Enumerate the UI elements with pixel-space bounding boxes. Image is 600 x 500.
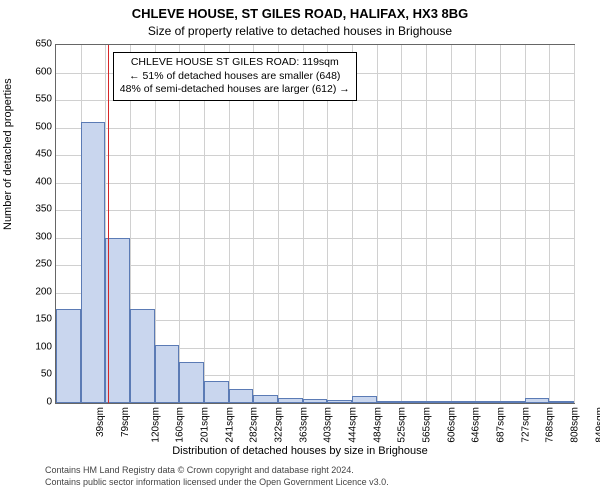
gridline-v: [401, 45, 402, 403]
y-tick: 600: [12, 66, 52, 77]
bar: [525, 398, 550, 404]
bar: [475, 401, 500, 403]
x-axis-label: Distribution of detached houses by size …: [0, 445, 600, 457]
x-tick: 403sqm: [323, 407, 334, 443]
gridline-h: [56, 155, 574, 156]
x-tick: 768sqm: [545, 407, 556, 443]
gridline-h: [56, 293, 574, 294]
gridline-h: [56, 128, 574, 129]
annotation-line2: ← 51% of detached houses are smaller (64…: [120, 70, 350, 84]
x-tick: 849sqm: [594, 407, 600, 443]
bar: [303, 399, 328, 403]
y-tick: 500: [12, 121, 52, 132]
gridline-v: [500, 45, 501, 403]
annotation-line3: 48% of semi-detached houses are larger (…: [120, 83, 350, 97]
y-tick: 50: [12, 369, 52, 380]
footer-line2: Contains public sector information licen…: [45, 477, 389, 489]
gridline-h: [56, 210, 574, 211]
y-tick: 200: [12, 286, 52, 297]
bar: [105, 238, 130, 403]
x-tick: 282sqm: [249, 407, 260, 443]
x-tick: 727sqm: [520, 407, 531, 443]
bar: [155, 345, 180, 403]
gridline-v: [451, 45, 452, 403]
bar: [500, 401, 525, 403]
bar: [327, 400, 352, 403]
gridline-v: [377, 45, 378, 403]
annotation-line1: CHLEVE HOUSE ST GILES ROAD: 119sqm: [120, 56, 350, 70]
bar: [229, 389, 254, 403]
y-tick: 550: [12, 94, 52, 105]
bar: [451, 401, 476, 403]
footer-line1: Contains HM Land Registry data © Crown c…: [45, 465, 389, 477]
bar: [278, 398, 303, 404]
y-tick: 250: [12, 259, 52, 270]
y-tick: 400: [12, 176, 52, 187]
bar: [352, 396, 377, 403]
gridline-v: [426, 45, 427, 403]
y-tick: 450: [12, 149, 52, 160]
y-tick: 150: [12, 314, 52, 325]
x-tick: 39sqm: [95, 407, 106, 437]
x-tick: 687sqm: [496, 407, 507, 443]
x-tick: 120sqm: [150, 407, 161, 443]
x-tick: 808sqm: [570, 407, 581, 443]
reference-line: [108, 45, 109, 403]
annotation-box: CHLEVE HOUSE ST GILES ROAD: 119sqm ← 51%…: [113, 52, 357, 101]
bar: [81, 122, 106, 403]
bar: [56, 309, 81, 403]
bar: [426, 401, 451, 403]
gridline-v: [549, 45, 550, 403]
x-tick: 606sqm: [446, 407, 457, 443]
x-tick: 160sqm: [175, 407, 186, 443]
gridline-h: [56, 183, 574, 184]
bar: [253, 395, 278, 403]
x-tick: 79sqm: [120, 407, 131, 437]
x-tick: 565sqm: [422, 407, 433, 443]
x-tick: 646sqm: [471, 407, 482, 443]
title-main: CHLEVE HOUSE, ST GILES ROAD, HALIFAX, HX…: [0, 6, 600, 21]
x-tick: 363sqm: [298, 407, 309, 443]
title-sub: Size of property relative to detached ho…: [0, 24, 600, 38]
y-tick: 0: [12, 397, 52, 408]
x-tick: 484sqm: [372, 407, 383, 443]
gridline-v: [475, 45, 476, 403]
bar: [549, 401, 574, 403]
x-tick: 525sqm: [397, 407, 408, 443]
x-tick: 444sqm: [348, 407, 359, 443]
footer: Contains HM Land Registry data © Crown c…: [45, 465, 389, 488]
bar: [130, 309, 155, 403]
y-tick: 350: [12, 204, 52, 215]
gridline-h: [56, 265, 574, 266]
bar: [204, 381, 229, 403]
y-tick: 300: [12, 231, 52, 242]
bar: [377, 401, 402, 403]
y-tick: 650: [12, 39, 52, 50]
y-tick: 100: [12, 341, 52, 352]
gridline-v: [525, 45, 526, 403]
bar: [401, 401, 426, 403]
x-tick: 201sqm: [200, 407, 211, 443]
gridline-h: [56, 238, 574, 239]
x-tick: 322sqm: [274, 407, 285, 443]
bar: [179, 362, 204, 403]
x-tick: 241sqm: [224, 407, 235, 443]
gridline-v: [574, 45, 575, 403]
chart-container: CHLEVE HOUSE, ST GILES ROAD, HALIFAX, HX…: [0, 0, 600, 500]
